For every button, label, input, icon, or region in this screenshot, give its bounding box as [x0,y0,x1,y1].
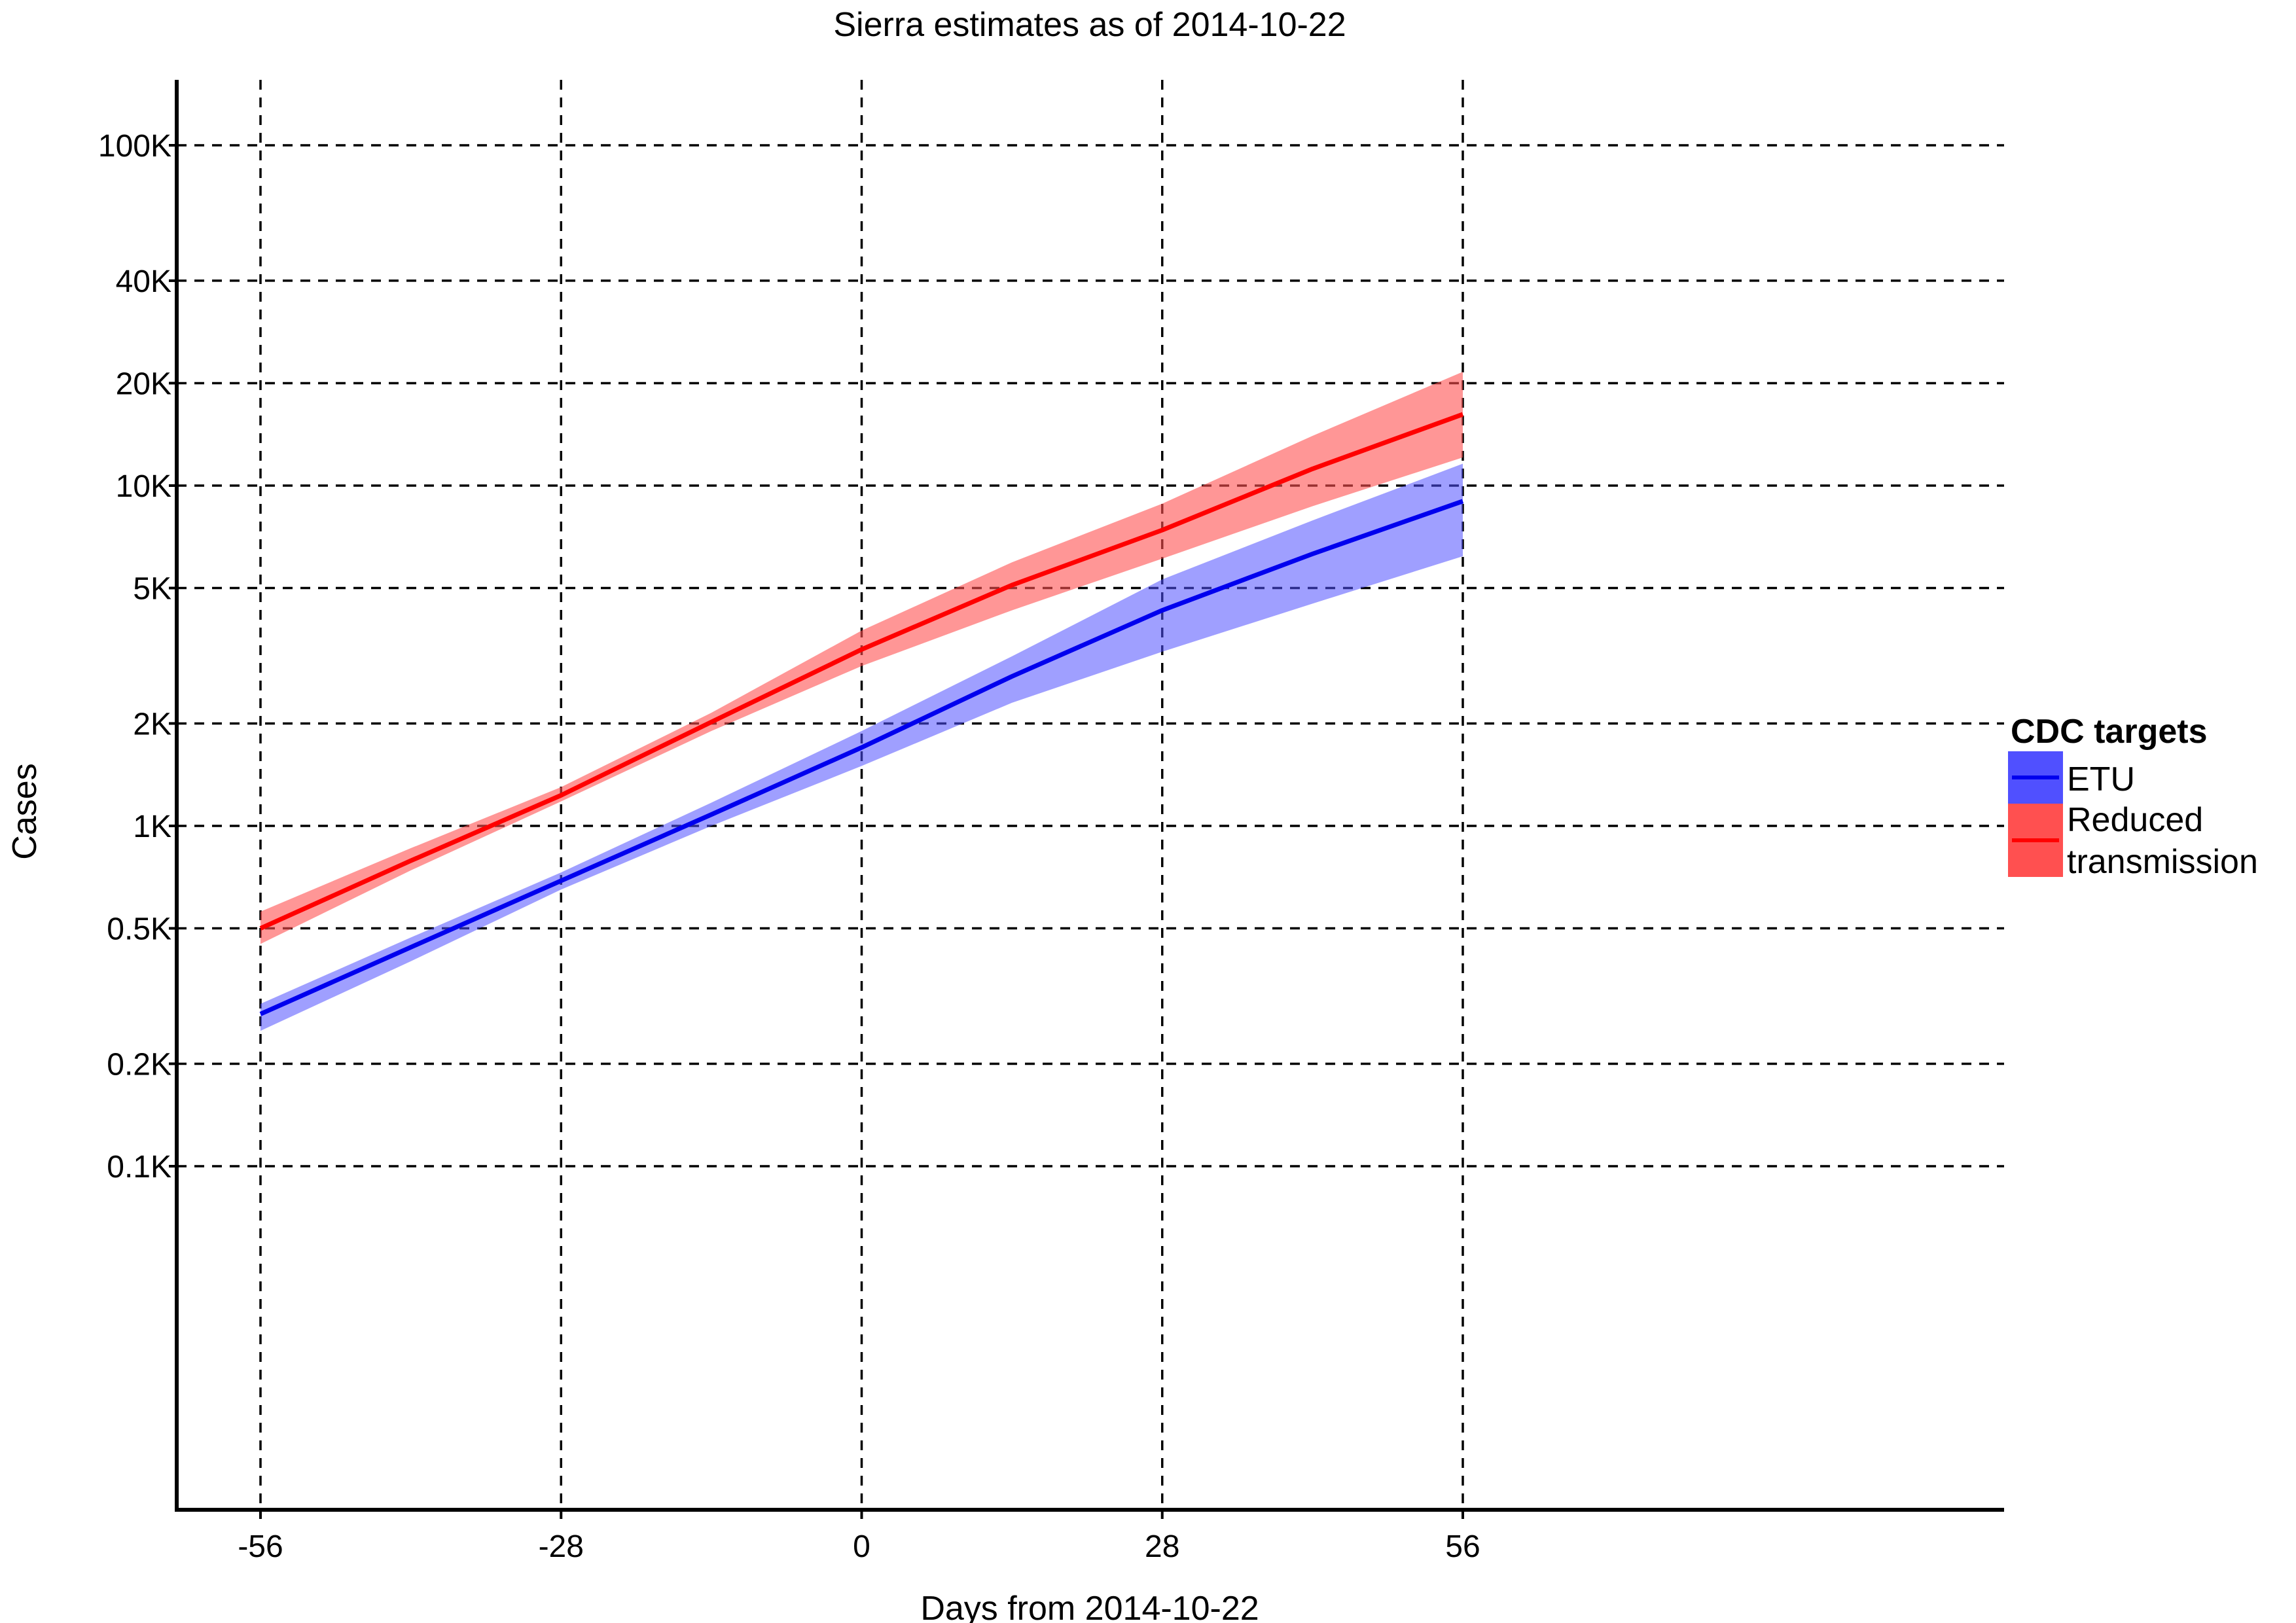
series-line-reduced-transmission [259,412,1464,931]
confidence-band-reduced-transmission [260,372,1463,944]
series-lines [259,412,1464,1016]
legend-label: ETU [2067,760,2135,798]
x-tick-label: 56 [1445,1529,1480,1564]
x-tick-label: 28 [1145,1529,1179,1564]
axis-ticks: 0.1K 0.2K 0.5K 1K 2K 5K 10K 20K 40K 100K -56 -28 0 28… [98,129,1480,1564]
y-tick-label: 100K [98,129,171,164]
y-axis-title: Cases [6,763,44,859]
y-tick-label: 5K [133,572,171,607]
x-tick-label: -56 [238,1529,283,1564]
chart-title: Sierra estimates as of 2014-10-22 [833,6,1346,44]
y-tick-label: 10K [116,469,171,504]
y-tick-label: 0.2K [107,1047,171,1082]
y-tick-label: 40K [116,264,171,299]
x-axis-title: Days from 2014-10-22 [920,1590,1259,1623]
y-tick-label: 0.1K [107,1150,171,1185]
legend-label: Reduced [2067,801,2203,839]
y-tick-label: 1K [133,810,171,844]
series-line-etu [259,499,1464,1016]
y-tick-label: 0.5K [107,912,171,947]
legend-label: transmission [2067,843,2258,881]
x-tick-label: -28 [539,1529,584,1564]
y-tick-label: 2K [133,707,171,741]
legend-title: CDC targets [2011,713,2208,751]
grid [177,80,2004,1510]
x-tick-label: 0 [853,1529,870,1564]
y-tick-label: 20K [116,366,171,401]
